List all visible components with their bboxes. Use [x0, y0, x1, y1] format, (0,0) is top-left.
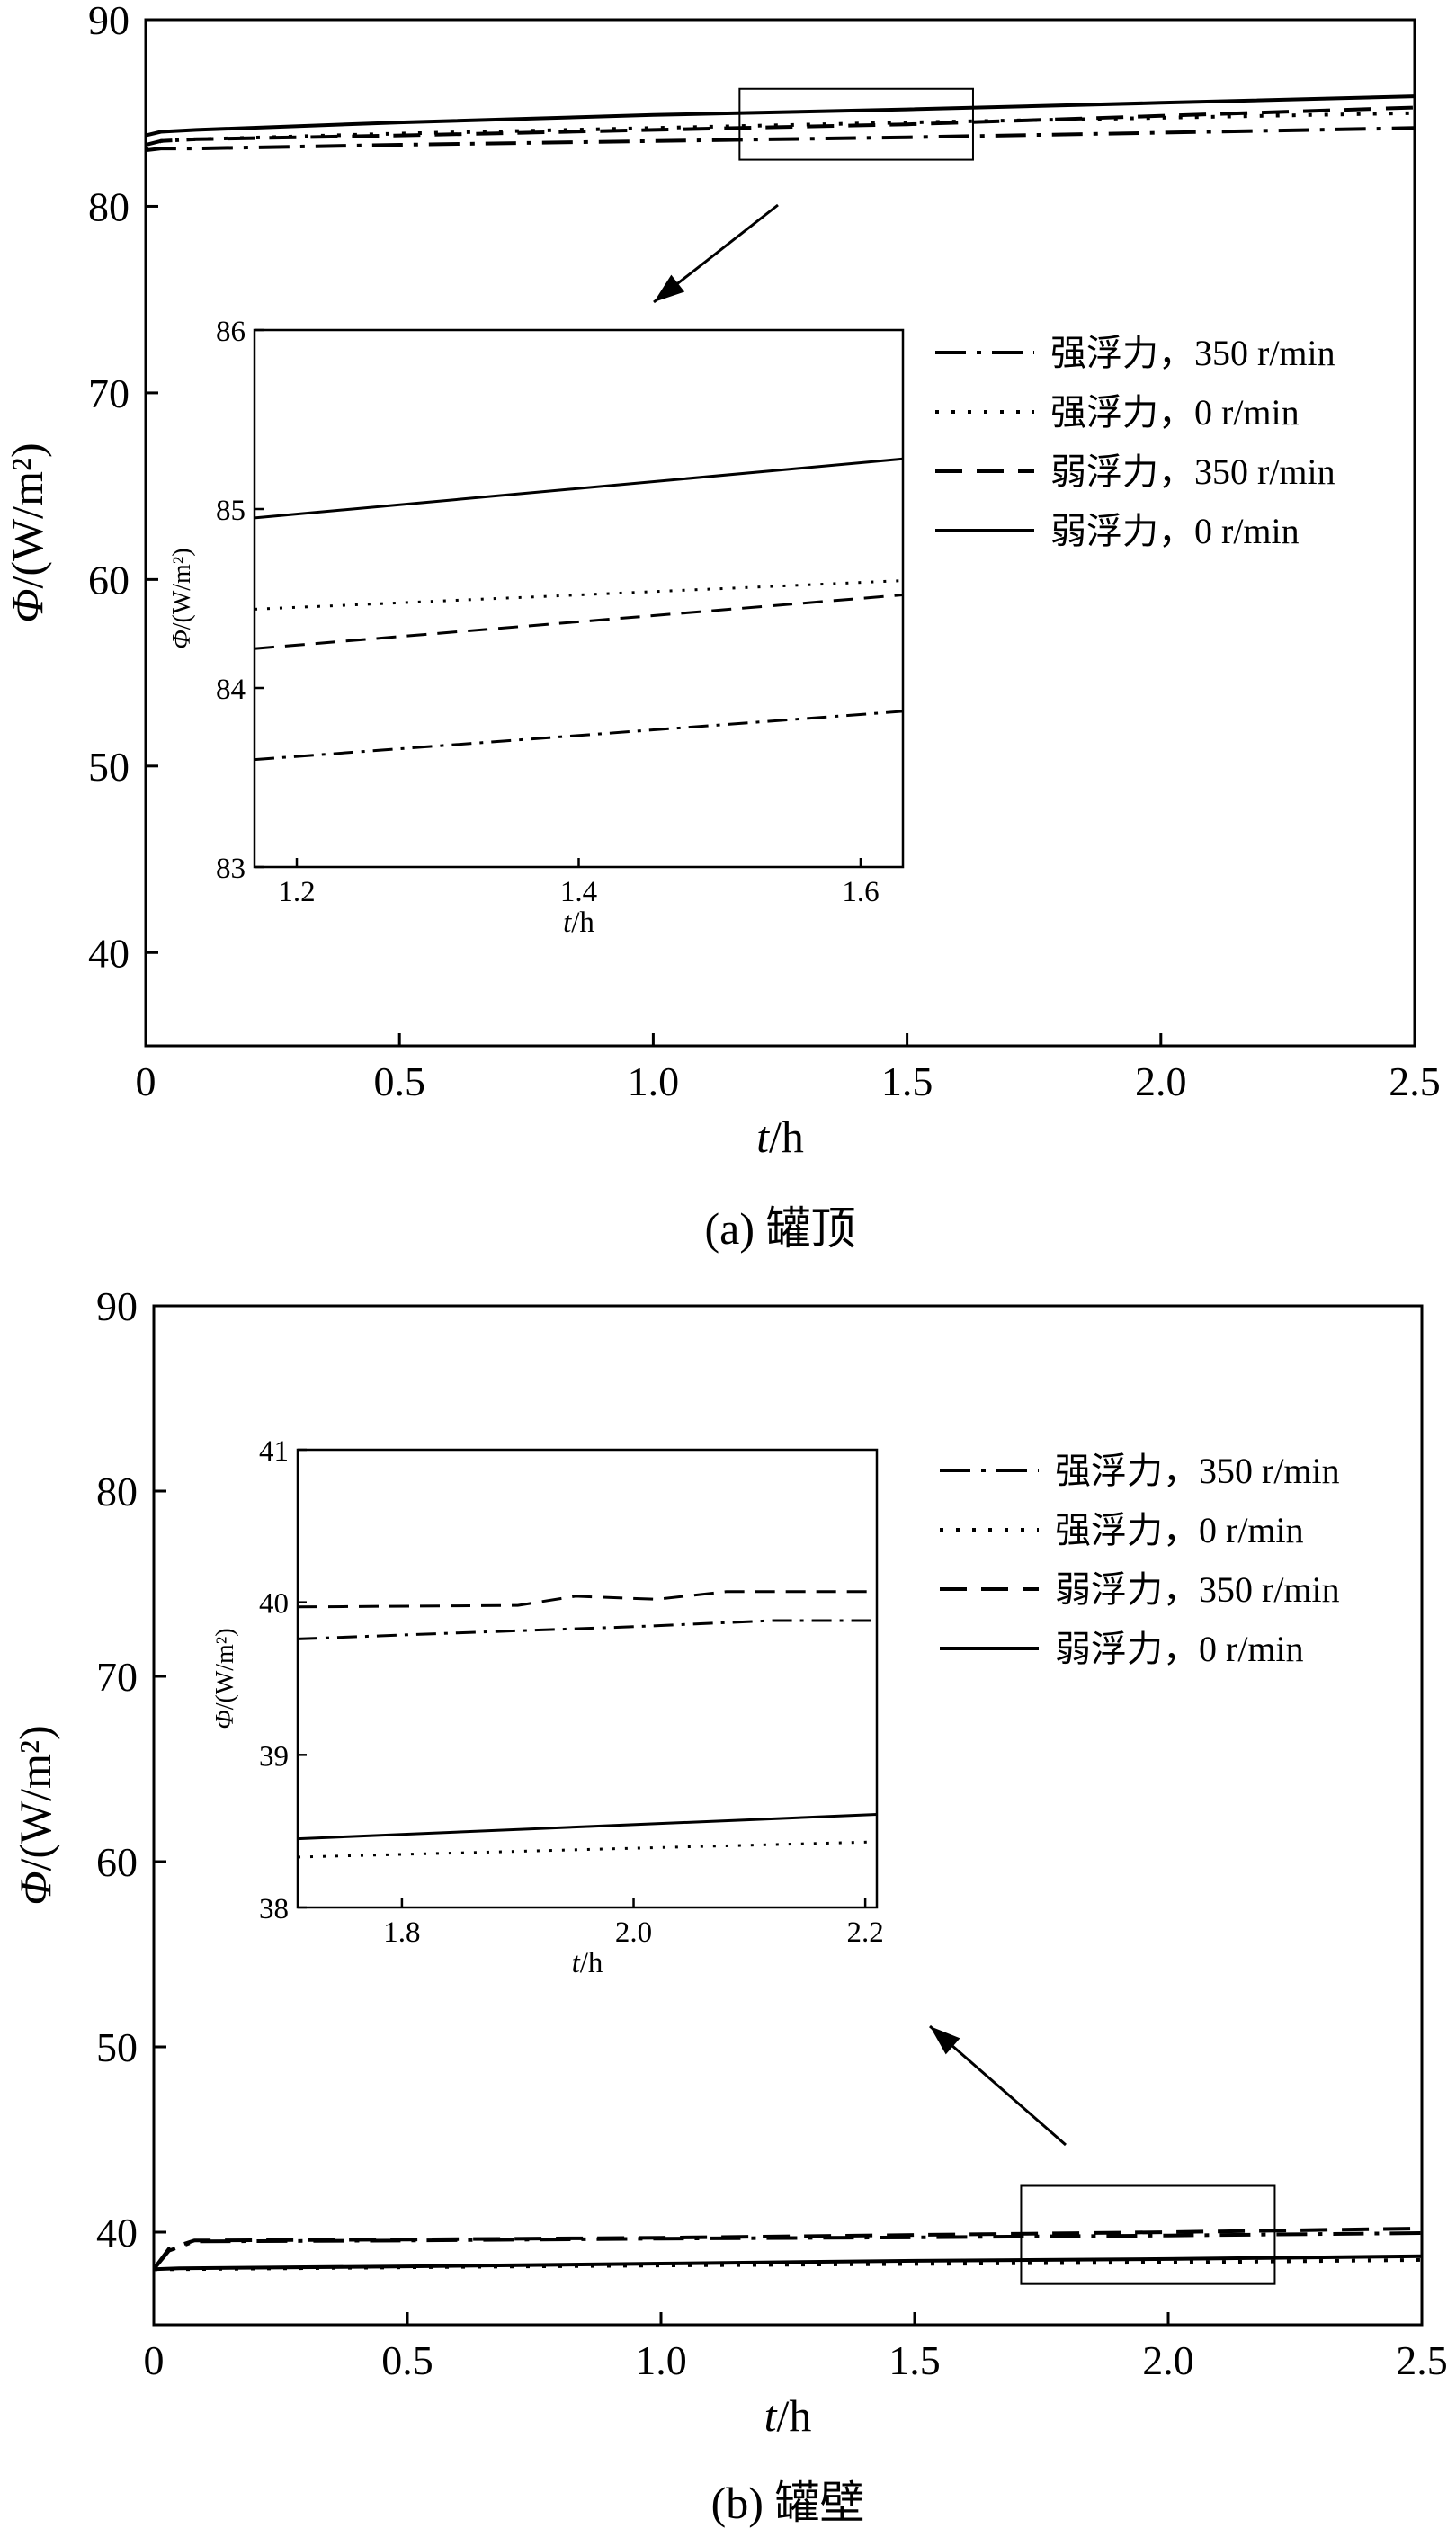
x-tick-label: 0 — [144, 2337, 165, 2383]
inset-y-tick-label: 41 — [259, 1435, 289, 1468]
inset-series-line-1 — [298, 1619, 877, 1640]
inset-plot: 1.2 1.4 1.6 83 84 85 86 t/h Φ/(W/m²) — [168, 316, 905, 939]
y-tick-label: 60 — [88, 557, 130, 603]
panel-caption: (b) 罐壁 — [711, 2478, 865, 2528]
zoom-region-box — [1020, 2184, 1276, 2285]
series-line-1 — [154, 2231, 1422, 2271]
legend-label-3: 弱浮力，350 r/min — [1050, 451, 1335, 492]
inset-y-axis-label: Φ/(W/m²) — [168, 548, 196, 648]
x-tick-label: 0.5 — [381, 2337, 433, 2383]
y-tick-label: 70 — [88, 371, 130, 416]
legend: 强浮力，350 r/min 强浮力，0 r/min 弱浮力，350 r/min 弱浮力… — [940, 1451, 1340, 1669]
inset-x-tick-label: 1.4 — [560, 876, 597, 908]
x-tick-label: 1.0 — [628, 1059, 680, 1104]
inset-x-tick-label: 1.8 — [383, 1916, 420, 1949]
inset-x-tick-label: 1.6 — [842, 876, 879, 908]
inset-x-tick-label: 1.2 — [278, 876, 315, 908]
inset-series-line-2 — [298, 1840, 877, 1859]
legend-label-4: 弱浮力，0 r/min — [1055, 1629, 1304, 1669]
series-group — [154, 2226, 1422, 2272]
inset-y-tick-label: 86 — [216, 316, 246, 348]
y-tick-label: 70 — [96, 1654, 138, 1700]
inset-series-line-4 — [255, 457, 903, 520]
inset-frame — [253, 328, 905, 869]
inset-series-line-3 — [298, 1590, 877, 1609]
y-tick-label: 40 — [88, 930, 130, 976]
x-tick-label: 1.5 — [889, 2337, 941, 2383]
series-line-3 — [146, 105, 1415, 147]
series-line-3 — [154, 2226, 1422, 2271]
inset-y-tick-label: 39 — [259, 1740, 289, 1773]
legend-label-1: 强浮力，350 r/min — [1055, 1451, 1340, 1491]
inset-series-line-4 — [298, 1813, 877, 1841]
legend-label-2: 强浮力，0 r/min — [1055, 1510, 1304, 1550]
y-tick-label: 90 — [96, 1283, 138, 1329]
x-axis-label: t/h — [764, 2390, 812, 2441]
y-tick-label: 60 — [96, 1839, 138, 1885]
inset-x-tick-label: 2.0 — [615, 1916, 652, 1949]
y-tick-label: 80 — [88, 183, 130, 229]
plot-frame — [144, 18, 1416, 1048]
zoom-arrow-head — [930, 2026, 960, 2055]
inset-y-tick-label: 84 — [216, 674, 246, 706]
inset-y-tick-label: 38 — [259, 1893, 289, 1925]
x-tick-label: 0.5 — [373, 1059, 425, 1104]
panel-a: 0 0.5 1.0 1.5 2.0 2.5 40 50 60 70 80 90 t/h Φ/(W/m²) (… — [2, 0, 1441, 1254]
inset-y-tick-label: 83 — [216, 853, 246, 885]
inset-y-axis-label: Φ/(W/m²) — [211, 1628, 239, 1729]
legend-label-1: 强浮力，350 r/min — [1050, 333, 1335, 373]
panel-b: 0 0.5 1.0 1.5 2.0 2.5 40 50 60 70 80 90 t/h Φ/(W/m²) (… — [10, 1283, 1448, 2528]
x-tick-label: 0 — [136, 1059, 156, 1104]
y-tick-label: 40 — [96, 2210, 138, 2256]
series-group — [146, 94, 1415, 153]
series-line-1 — [146, 126, 1415, 153]
inset-series-group — [255, 457, 903, 762]
x-tick-label: 2.5 — [1389, 1059, 1441, 1104]
inset-frame — [296, 1448, 879, 1909]
legend-label-3: 弱浮力，350 r/min — [1055, 1569, 1340, 1610]
zoom-arrow-head — [654, 274, 685, 302]
y-axis-label: Φ/(W/m²) — [2, 442, 52, 622]
x-tick-label: 1.5 — [881, 1059, 933, 1104]
series-line-4 — [154, 2254, 1422, 2272]
inset-series-line-1 — [255, 710, 903, 762]
plot-frame — [152, 1304, 1424, 2327]
x-axis-label: t/h — [756, 1112, 804, 1162]
y-axis-label: Φ/(W/m²) — [10, 1725, 60, 1905]
y-tick-label: 80 — [96, 1469, 138, 1514]
inset-series-group — [298, 1590, 877, 1859]
legend-label-4: 弱浮力，0 r/min — [1050, 511, 1300, 551]
y-tick-label: 90 — [88, 0, 130, 43]
inset-plot: 1.8 2.0 2.2 38 39 40 41 t/h Φ/(W/m²) — [211, 1435, 884, 1979]
legend: 强浮力，350 r/min 强浮力，0 r/min 弱浮力，350 r/min 弱浮力… — [935, 333, 1335, 551]
legend-label-2: 强浮力，0 r/min — [1050, 392, 1300, 433]
inset-x-axis-label: t/h — [563, 907, 594, 939]
zoom-region-box — [738, 87, 974, 161]
inset-x-tick-label: 2.2 — [846, 1916, 883, 1949]
panel-caption: (a) 罐顶 — [705, 1203, 856, 1254]
inset-y-tick-label: 40 — [259, 1588, 289, 1621]
inset-y-tick-label: 85 — [216, 495, 246, 527]
x-tick-label: 2.0 — [1142, 2337, 1194, 2383]
x-tick-label: 2.5 — [1396, 2337, 1448, 2383]
series-line-4 — [146, 94, 1415, 138]
x-tick-label: 2.0 — [1135, 1059, 1187, 1104]
inset-series-line-3 — [255, 594, 903, 650]
y-tick-label: 50 — [96, 2024, 138, 2070]
x-tick-label: 1.0 — [635, 2337, 687, 2383]
y-tick-label: 50 — [88, 744, 130, 790]
inset-x-axis-label: t/h — [572, 1947, 603, 1979]
